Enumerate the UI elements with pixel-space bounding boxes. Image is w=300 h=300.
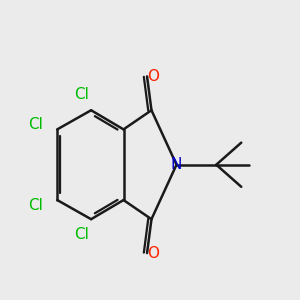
Text: Cl: Cl (28, 198, 44, 213)
Text: Cl: Cl (74, 87, 89, 102)
Text: N: N (171, 157, 182, 172)
Text: Cl: Cl (74, 227, 89, 242)
Text: Cl: Cl (28, 117, 44, 132)
Text: O: O (148, 69, 160, 84)
Text: O: O (148, 246, 160, 261)
